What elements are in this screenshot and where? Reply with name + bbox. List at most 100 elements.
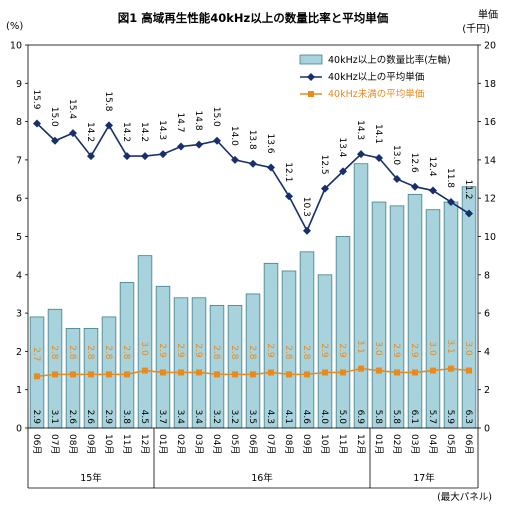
navy-value-label: 13.0: [391, 145, 401, 165]
navy-series-point: [177, 142, 185, 151]
orange-value-label: 2.8: [121, 345, 131, 360]
orange-value-label: 2.9: [319, 343, 329, 358]
navy-value-label: 13.8: [247, 130, 257, 150]
navy-series-point: [249, 159, 257, 168]
x-category-label: 08月: [67, 434, 78, 454]
orange-series-point: [106, 371, 112, 378]
year-group-label: 16年: [251, 472, 273, 484]
orange-series-point: [376, 367, 382, 374]
right-axis-tick-label: 14: [484, 155, 496, 166]
navy-value-label: 15.4: [67, 99, 77, 119]
bar-value-label: 5.8: [391, 410, 401, 425]
x-category-label: 05月: [445, 434, 456, 454]
orange-series-point: [394, 369, 400, 376]
x-category-label: 10月: [103, 434, 114, 454]
bar: [371, 201, 387, 429]
x-category-label: 12月: [139, 434, 150, 454]
navy-series-point: [339, 167, 347, 176]
navy-series-point: [465, 209, 473, 218]
navy-value-label: 13.6: [265, 134, 275, 154]
left-axis-tick-label: 7: [16, 155, 22, 166]
orange-series-point: [124, 371, 130, 378]
navy-value-label: 11.2: [463, 179, 473, 199]
navy-value-label: 13.4: [337, 137, 347, 157]
orange-value-label: 2.8: [49, 345, 59, 360]
right-axis-tick-label: 4: [484, 347, 490, 358]
x-category-label: 01月: [157, 434, 168, 454]
navy-series-point: [357, 150, 365, 159]
orange-value-label: 2.9: [391, 343, 401, 358]
right-axis-tick-label: 16: [484, 117, 496, 128]
bar-value-label: 6.9: [355, 410, 365, 425]
bar-value-label: 4.1: [283, 410, 293, 424]
navy-series-point: [51, 136, 59, 145]
legend-label: 40kHz未満の平均単価: [328, 88, 425, 100]
orange-series-point: [214, 371, 220, 378]
chart-title: 図1 高域再生性能40kHz以上の数量比率と平均単価: [118, 11, 389, 25]
bar-value-label: 3.2: [229, 410, 239, 424]
orange-series-point: [358, 365, 364, 372]
bar: [443, 201, 459, 429]
navy-value-label: 12.6: [409, 153, 419, 173]
bar-value-label: 5.9: [445, 410, 455, 425]
navy-value-label: 14.8: [193, 111, 203, 131]
orange-series-point: [232, 371, 238, 378]
orange-series-point: [286, 371, 292, 378]
x-category-label: 02月: [175, 434, 186, 454]
orange-series-point: [412, 369, 418, 376]
orange-value-label: 2.9: [157, 343, 167, 358]
x-category-label: 04月: [427, 434, 438, 454]
navy-value-label: 15.0: [211, 107, 221, 127]
bar-value-label: 4.0: [319, 410, 329, 425]
left-axis-tick-label: 9: [16, 79, 22, 90]
orange-series-point: [196, 369, 202, 376]
bar-value-label: 3.8: [121, 410, 131, 425]
orange-value-label: 2.8: [301, 345, 311, 360]
navy-value-label: 10.3: [301, 197, 311, 217]
orange-value-label: 2.9: [175, 343, 185, 358]
bar-value-label: 2.9: [103, 410, 113, 425]
orange-value-label: 2.9: [337, 343, 347, 358]
x-category-label: 06月: [463, 434, 474, 454]
bar-value-label: 6.1: [409, 410, 419, 424]
navy-value-label: 14.3: [157, 120, 167, 140]
orange-value-label: 3.0: [427, 341, 437, 356]
orange-value-label: 3.1: [445, 339, 455, 353]
orange-series-point: [70, 371, 76, 378]
x-category-label: 07月: [265, 434, 276, 454]
left-axis-tick-label: 3: [16, 309, 22, 320]
navy-series-point: [393, 175, 401, 184]
orange-value-label: 2.7: [31, 347, 41, 361]
orange-value-label: 3.0: [463, 341, 473, 356]
navy-series-point: [33, 119, 41, 128]
bar-value-label: 3.4: [175, 410, 185, 425]
x-category-label: 12月: [355, 434, 366, 454]
legend-label: 40kHz以上の数量比率(左軸): [328, 54, 451, 66]
footnote: (最大パネル): [437, 491, 492, 503]
x-category-label: 07月: [49, 434, 60, 454]
x-category-label: 03月: [409, 434, 420, 454]
right-axis-tick-label: 0: [484, 424, 490, 435]
bar-value-label: 3.5: [247, 410, 257, 424]
navy-value-label: 14.0: [229, 126, 239, 146]
bar: [299, 251, 315, 429]
orange-series-point: [142, 367, 148, 374]
orange-value-label: 2.8: [103, 345, 113, 360]
right-axis-tick-label: 12: [484, 194, 496, 205]
orange-series-point: [88, 371, 94, 378]
left-axis-tick-label: 0: [16, 424, 22, 435]
bar: [353, 163, 369, 429]
navy-series-point: [375, 153, 383, 162]
legend-navy-marker: [307, 73, 315, 81]
navy-value-label: 15.9: [31, 89, 41, 109]
x-category-label: 09月: [301, 434, 312, 454]
x-category-label: 06月: [247, 434, 258, 454]
navy-value-label: 12.5: [319, 155, 329, 175]
left-axis-unit: (%): [6, 21, 23, 32]
x-category-label: 03月: [193, 434, 204, 454]
bar: [425, 209, 441, 429]
legend-orange-marker: [308, 91, 314, 97]
orange-series-point: [34, 373, 40, 380]
navy-value-label: 14.2: [121, 122, 131, 142]
